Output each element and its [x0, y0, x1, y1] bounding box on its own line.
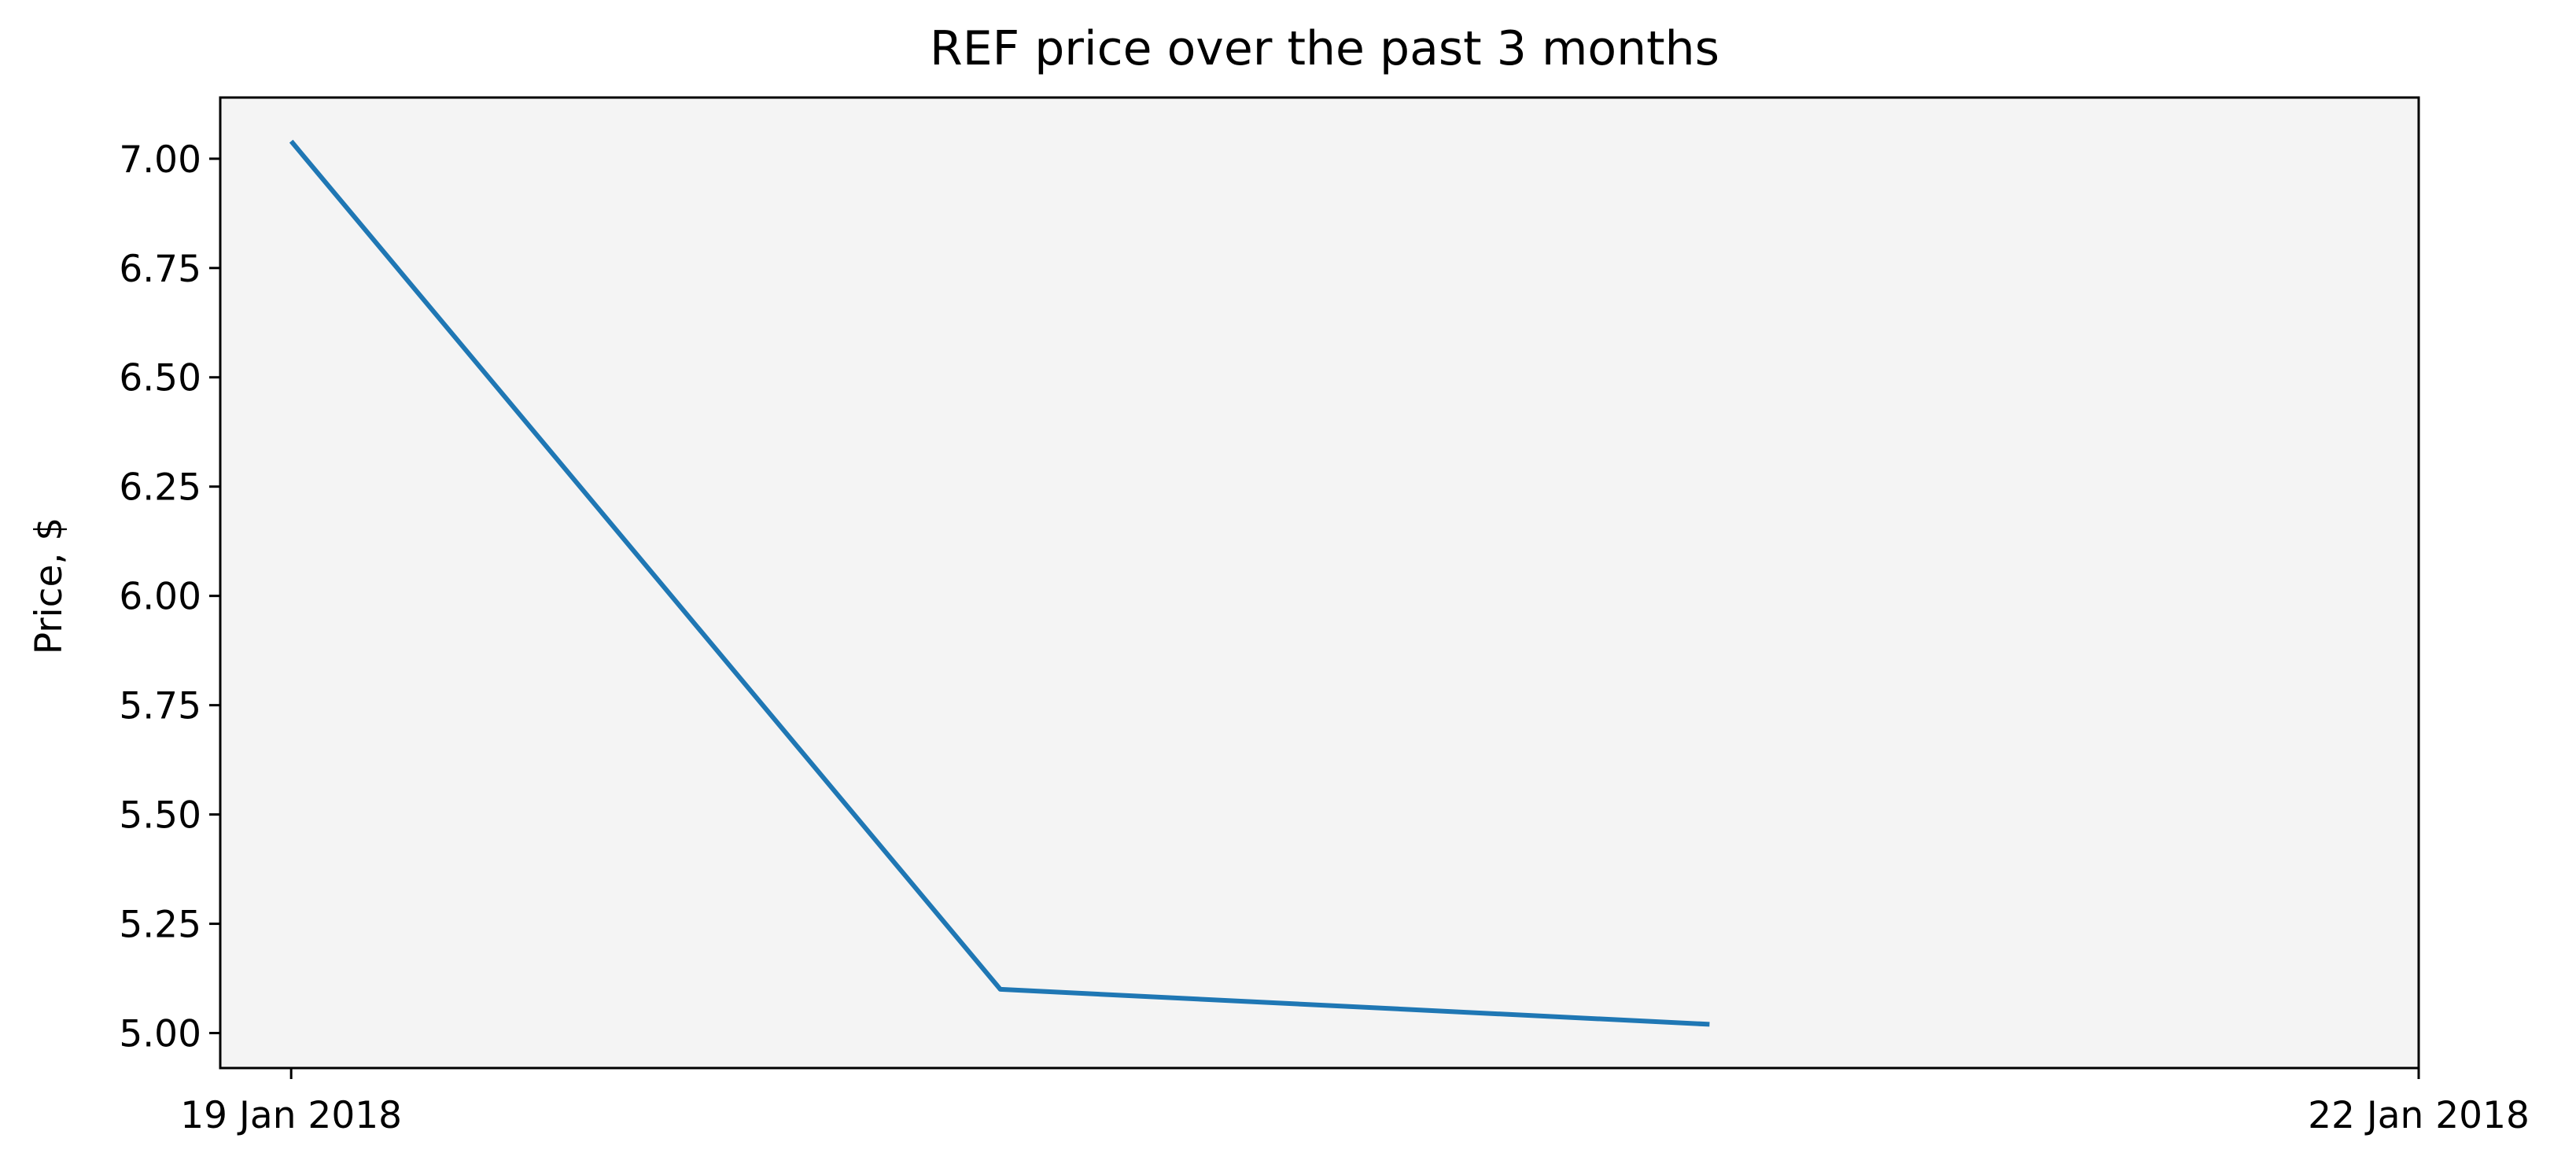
x-tick-label: 19 Jan 2018	[180, 1094, 402, 1137]
y-tick-label: 5.75	[119, 685, 201, 728]
price-series-line	[289, 139, 1710, 1027]
chart-title: REF price over the past 3 months	[930, 21, 1719, 76]
y-tick-label: 5.50	[119, 794, 201, 838]
y-tick-label: 6.00	[119, 576, 201, 619]
series-layer	[289, 139, 1710, 1027]
x-axis: 19 Jan 2018 22 Jan 2018	[180, 1068, 2530, 1137]
y-axis: 5.00 5.25 5.50 5.75 6.00 6.25 6.50 6.75 7.00	[119, 138, 220, 1056]
plot-area	[219, 96, 2420, 1070]
y-tick-label: 6.25	[119, 466, 201, 510]
y-tick-label: 7.00	[119, 138, 201, 182]
y-axis-label: Price, $	[28, 518, 71, 654]
x-tick-label: 22 Jan 2018	[2308, 1094, 2530, 1137]
y-tick-label: 6.50	[119, 357, 201, 400]
y-tick-label: 5.00	[119, 1013, 201, 1056]
y-tick-label: 6.75	[119, 248, 201, 291]
y-tick-label: 5.25	[119, 904, 201, 947]
